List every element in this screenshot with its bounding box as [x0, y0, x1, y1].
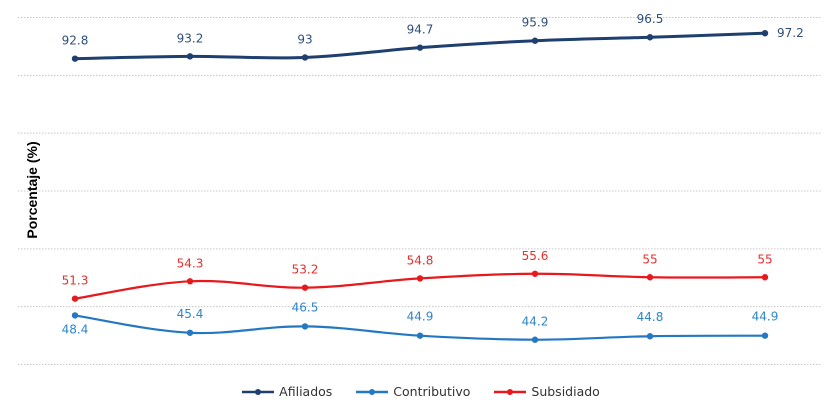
series-contributivo: 48.4 45.4 46.5 44.9 44.2 44.8 44.9 — [62, 300, 779, 343]
data-label: 93.2 — [177, 31, 204, 45]
data-label: 51.3 — [62, 274, 89, 288]
data-point — [186, 329, 194, 336]
legend-marker-icon — [494, 388, 527, 395]
data-label: 44.8 — [637, 310, 664, 324]
data-label: 54.3 — [177, 256, 204, 270]
y-axis-label: Porcentaje (%) — [24, 141, 40, 238]
legend-item-subsidiado: Subsidiado — [492, 384, 600, 399]
data-label: 46.5 — [292, 300, 319, 314]
data-point — [186, 53, 194, 60]
series-subsidiado: 51.3 54.3 53.2 54.8 55.6 55 55 — [62, 249, 773, 302]
data-label: 44.9 — [752, 310, 779, 324]
legend: Afiliados Contributivo Subsidiado — [0, 384, 840, 399]
data-point — [416, 332, 424, 339]
legend-label: Afiliados — [279, 384, 333, 399]
data-point — [416, 44, 424, 51]
series-afiliados: 92.8 93.2 93 94.7 95.9 96.5 97.2 — [62, 12, 804, 62]
legend-item-afiliados: Afiliados — [240, 384, 332, 399]
data-point — [71, 312, 79, 319]
legend-item-contributivo: Contributivo — [354, 384, 470, 399]
data-point — [301, 284, 309, 291]
legend-label: Subsidiado — [531, 384, 600, 399]
data-label: 48.4 — [62, 322, 89, 336]
data-label: 55 — [757, 252, 772, 266]
data-point — [531, 336, 539, 343]
line-chart: Porcentaje (%) 92.8 93.2 93 94.7 95.9 96.5 97.… — [18, 12, 822, 365]
legend-marker-icon — [356, 388, 389, 395]
data-label: 97.2 — [777, 26, 804, 40]
data-point — [646, 333, 654, 340]
data-point — [531, 37, 539, 44]
data-point — [301, 54, 309, 61]
data-point — [71, 295, 79, 302]
data-label: 55 — [642, 252, 657, 266]
data-point — [186, 278, 194, 285]
data-point — [761, 332, 769, 339]
data-label: 45.4 — [177, 307, 204, 321]
legend-label: Contributivo — [393, 384, 471, 399]
data-label: 44.9 — [407, 310, 434, 324]
data-label: 44.2 — [522, 315, 549, 329]
data-point — [761, 29, 769, 37]
data-label: 96.5 — [637, 12, 664, 26]
data-point — [646, 274, 654, 281]
data-point — [761, 274, 769, 281]
data-label: 55.6 — [522, 249, 549, 263]
data-label: 94.7 — [407, 23, 434, 37]
data-point — [71, 55, 79, 62]
series-layer: 92.8 93.2 93 94.7 95.9 96.5 97.2 48.4 45.4 46.5 44… — [62, 12, 804, 343]
data-point — [301, 323, 309, 330]
data-point — [646, 34, 654, 41]
data-label: 53.2 — [292, 263, 319, 277]
gridlines — [18, 17, 822, 365]
data-label: 95.9 — [522, 16, 549, 30]
data-point — [531, 270, 539, 277]
legend-marker-icon — [242, 388, 275, 395]
data-label: 93 — [297, 32, 312, 46]
data-label: 92.8 — [62, 34, 89, 48]
data-label: 54.8 — [407, 253, 434, 267]
data-point — [416, 275, 424, 282]
